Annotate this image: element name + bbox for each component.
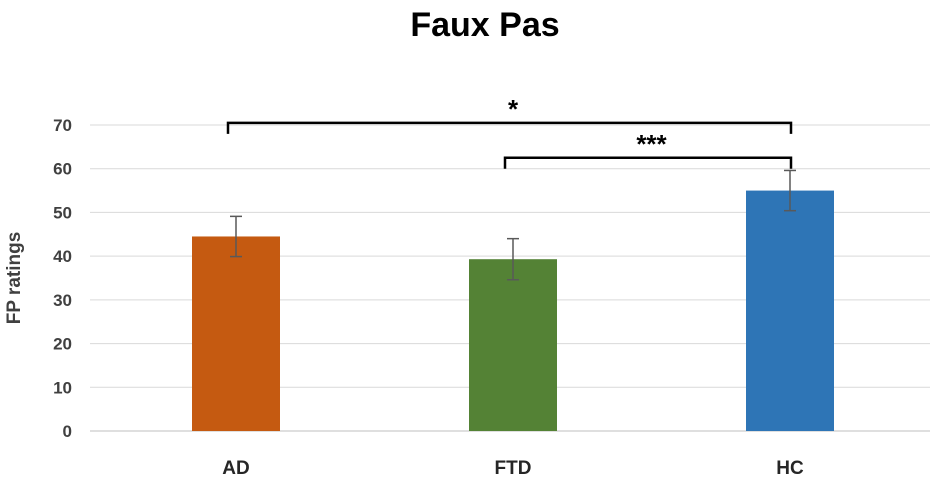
y-tick-label: 30	[53, 291, 72, 310]
significance-label: *	[508, 94, 519, 124]
category-label: HC	[776, 458, 804, 479]
chart-title: Faux Pas	[410, 6, 559, 44]
bar-ftd	[469, 259, 557, 431]
y-tick-label: 10	[53, 378, 72, 397]
y-tick-label: 0	[63, 422, 72, 441]
bar-hc	[746, 190, 834, 431]
bars	[192, 190, 834, 431]
y-tick-label: 50	[53, 203, 72, 222]
error-bars	[230, 169, 796, 281]
significance-bracket	[503, 156, 793, 169]
bar-ad	[192, 236, 280, 431]
y-axis-label: FP ratings	[4, 232, 25, 325]
significance-label: ***	[636, 129, 667, 159]
category-label: FTD	[495, 458, 532, 479]
y-tick-label: 70	[53, 116, 72, 135]
y-tick-label: 40	[53, 247, 72, 266]
significance-bracket	[226, 121, 793, 134]
y-tick-label: 20	[53, 335, 72, 354]
category-labels: AD FTD HC	[222, 458, 804, 479]
category-label: AD	[222, 458, 249, 479]
y-tick-label: 60	[53, 160, 72, 179]
y-tick-labels: 0 10 20 30 40 50 60 70	[53, 116, 72, 441]
significance-brackets: ****	[226, 94, 793, 169]
